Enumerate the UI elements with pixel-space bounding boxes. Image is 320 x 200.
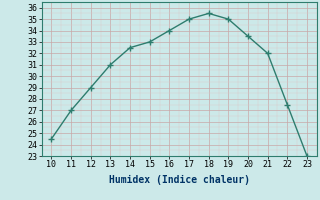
X-axis label: Humidex (Indice chaleur): Humidex (Indice chaleur) — [109, 175, 250, 185]
